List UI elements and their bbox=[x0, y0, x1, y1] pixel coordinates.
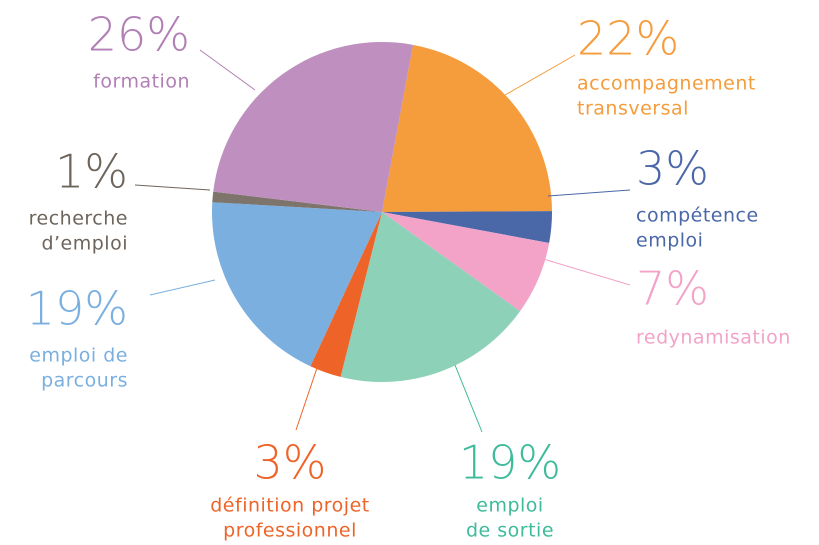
leader-line bbox=[539, 257, 631, 286]
value-label: 7% bbox=[636, 262, 709, 316]
value-label: 1% bbox=[55, 145, 128, 199]
leader-line bbox=[454, 364, 483, 433]
pie-slice bbox=[340, 212, 521, 382]
category-label: parcours bbox=[41, 370, 128, 392]
pie-slice bbox=[213, 41, 413, 212]
value-label: 3% bbox=[254, 436, 327, 490]
category-label: emploi bbox=[476, 495, 543, 517]
category-label: redynamisation bbox=[636, 327, 791, 349]
leader-line bbox=[504, 54, 576, 96]
category-label: accompagnement bbox=[577, 73, 756, 95]
leader-line bbox=[295, 364, 319, 431]
category-label: d’emploi bbox=[41, 233, 128, 255]
value-label: 22% bbox=[577, 12, 679, 66]
category-label: emploi de bbox=[29, 345, 128, 367]
pie-slice bbox=[382, 212, 550, 312]
value-label: 26% bbox=[88, 8, 190, 62]
category-label: compétence bbox=[636, 205, 759, 227]
leader-line bbox=[134, 184, 211, 191]
category-label: de sortie bbox=[466, 520, 554, 542]
pie-slice bbox=[212, 202, 382, 367]
leader-line bbox=[199, 49, 256, 91]
pie-slice bbox=[212, 191, 382, 212]
pie-slice bbox=[310, 212, 382, 377]
leader-line bbox=[149, 279, 216, 296]
category-label: recherche bbox=[29, 208, 128, 230]
value-label: 19% bbox=[26, 282, 128, 336]
pie-slice bbox=[382, 211, 552, 243]
category-label: transversal bbox=[577, 98, 689, 120]
pie-slice bbox=[382, 44, 552, 212]
category-label: formation bbox=[93, 71, 190, 93]
leader-line bbox=[547, 189, 631, 197]
value-label: 3% bbox=[636, 142, 709, 196]
category-label: professionnel bbox=[223, 520, 357, 542]
value-label: 19% bbox=[459, 436, 561, 490]
category-label: définition projet bbox=[210, 495, 369, 517]
category-label: emploi bbox=[636, 230, 703, 252]
